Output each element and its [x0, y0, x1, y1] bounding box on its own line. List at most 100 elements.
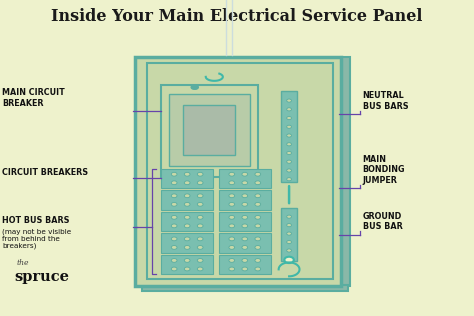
- FancyBboxPatch shape: [183, 105, 236, 155]
- FancyBboxPatch shape: [169, 94, 250, 166]
- Circle shape: [171, 224, 177, 228]
- Circle shape: [171, 203, 177, 206]
- FancyBboxPatch shape: [219, 255, 271, 274]
- FancyBboxPatch shape: [219, 212, 271, 231]
- Text: the: the: [17, 259, 29, 267]
- FancyBboxPatch shape: [219, 234, 271, 253]
- Circle shape: [229, 267, 235, 271]
- Circle shape: [197, 224, 203, 228]
- Circle shape: [242, 267, 247, 271]
- FancyBboxPatch shape: [161, 212, 213, 231]
- Text: MAIN CIRCUIT
BREAKER: MAIN CIRCUIT BREAKER: [2, 88, 65, 107]
- Circle shape: [242, 224, 247, 228]
- Circle shape: [229, 224, 235, 228]
- Circle shape: [171, 246, 177, 249]
- Circle shape: [287, 134, 292, 137]
- Circle shape: [255, 237, 261, 241]
- Circle shape: [197, 203, 203, 206]
- Text: HOT BUS BARS: HOT BUS BARS: [2, 216, 70, 225]
- Circle shape: [242, 203, 247, 206]
- Circle shape: [197, 258, 203, 262]
- Circle shape: [171, 194, 177, 198]
- Circle shape: [229, 172, 235, 176]
- Circle shape: [255, 172, 261, 176]
- Circle shape: [287, 249, 292, 252]
- Circle shape: [184, 194, 190, 198]
- Circle shape: [184, 172, 190, 176]
- Circle shape: [255, 203, 261, 206]
- Circle shape: [184, 181, 190, 185]
- Circle shape: [255, 224, 261, 228]
- Circle shape: [255, 246, 261, 249]
- Circle shape: [171, 258, 177, 262]
- Circle shape: [287, 125, 292, 128]
- Circle shape: [287, 240, 292, 244]
- Circle shape: [287, 178, 292, 181]
- Circle shape: [229, 258, 235, 262]
- FancyBboxPatch shape: [161, 190, 213, 210]
- Circle shape: [184, 237, 190, 241]
- Circle shape: [184, 216, 190, 219]
- FancyBboxPatch shape: [219, 190, 271, 210]
- Circle shape: [242, 172, 247, 176]
- Circle shape: [287, 143, 292, 146]
- Circle shape: [197, 246, 203, 249]
- Circle shape: [242, 246, 247, 249]
- Circle shape: [287, 108, 292, 111]
- Circle shape: [229, 181, 235, 185]
- Circle shape: [284, 257, 294, 263]
- Text: (may not be visible
from behind the
breakers): (may not be visible from behind the brea…: [2, 228, 72, 249]
- Circle shape: [171, 172, 177, 176]
- Text: GROUND
BUS BAR: GROUND BUS BAR: [363, 212, 402, 231]
- Text: spruce: spruce: [14, 270, 69, 284]
- Circle shape: [287, 215, 292, 218]
- Circle shape: [229, 246, 235, 249]
- Circle shape: [287, 257, 292, 260]
- Circle shape: [184, 203, 190, 206]
- FancyBboxPatch shape: [161, 255, 213, 274]
- FancyBboxPatch shape: [219, 169, 271, 188]
- FancyBboxPatch shape: [161, 85, 258, 177]
- Circle shape: [242, 216, 247, 219]
- Circle shape: [242, 181, 247, 185]
- Circle shape: [242, 237, 247, 241]
- Circle shape: [229, 216, 235, 219]
- Circle shape: [184, 258, 190, 262]
- Circle shape: [197, 216, 203, 219]
- Circle shape: [197, 237, 203, 241]
- Circle shape: [184, 267, 190, 271]
- Circle shape: [287, 151, 292, 155]
- Circle shape: [171, 267, 177, 271]
- Text: NEUTRAL
BUS BARS: NEUTRAL BUS BARS: [363, 91, 408, 111]
- Text: Inside Your Main Electrical Service Panel: Inside Your Main Electrical Service Pane…: [51, 8, 423, 25]
- Text: CIRCUIT BREAKERS: CIRCUIT BREAKERS: [2, 168, 89, 177]
- Circle shape: [171, 237, 177, 241]
- Circle shape: [191, 85, 197, 89]
- Circle shape: [255, 216, 261, 219]
- FancyBboxPatch shape: [147, 63, 333, 279]
- FancyBboxPatch shape: [281, 91, 298, 182]
- Circle shape: [287, 223, 292, 227]
- Circle shape: [287, 99, 292, 102]
- Circle shape: [184, 246, 190, 249]
- Circle shape: [242, 194, 247, 198]
- Circle shape: [192, 85, 198, 89]
- Circle shape: [287, 169, 292, 172]
- Circle shape: [255, 194, 261, 198]
- Text: MAIN
BONDING
JUMPER: MAIN BONDING JUMPER: [363, 155, 405, 185]
- Circle shape: [287, 232, 292, 235]
- Circle shape: [184, 224, 190, 228]
- FancyBboxPatch shape: [161, 169, 213, 188]
- FancyBboxPatch shape: [281, 208, 298, 261]
- Circle shape: [255, 181, 261, 185]
- FancyBboxPatch shape: [161, 234, 213, 253]
- Circle shape: [229, 194, 235, 198]
- Circle shape: [287, 117, 292, 120]
- Circle shape: [171, 216, 177, 219]
- Circle shape: [171, 181, 177, 185]
- Circle shape: [229, 237, 235, 241]
- Circle shape: [197, 172, 203, 176]
- Circle shape: [242, 258, 247, 262]
- Circle shape: [287, 160, 292, 163]
- FancyBboxPatch shape: [142, 285, 348, 291]
